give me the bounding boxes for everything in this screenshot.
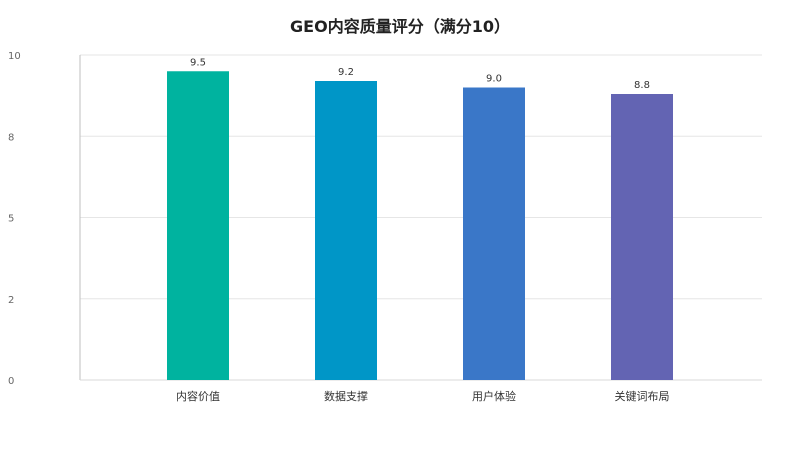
chart-title: GEO内容质量评分（满分10）	[290, 17, 510, 36]
bar	[611, 94, 673, 380]
data-label: 9.0	[486, 74, 502, 85]
y-tick-label: 10	[8, 51, 21, 62]
labels: 0 2 5 8 10 9.5 内容价值 9.2 数据支撑 9.0 用户体验 8.8 关键词布局	[8, 51, 670, 403]
x-tick-label: 内容价值	[176, 389, 220, 403]
y-tick-label: 2	[8, 295, 14, 306]
x-tick-label: 数据支撑	[324, 389, 368, 403]
x-tick-label: 用户体验	[472, 389, 516, 403]
y-tick-label: 0	[8, 376, 14, 387]
data-label: 9.2	[338, 67, 354, 78]
bar	[463, 87, 525, 380]
bars	[167, 71, 673, 380]
x-tick-label: 关键词布局	[615, 389, 670, 403]
bar	[315, 81, 377, 380]
data-label: 8.8	[634, 80, 650, 91]
bar	[167, 71, 229, 380]
data-label: 9.5	[190, 57, 206, 68]
y-tick-label: 8	[8, 132, 14, 143]
y-tick-label: 5	[8, 214, 14, 225]
